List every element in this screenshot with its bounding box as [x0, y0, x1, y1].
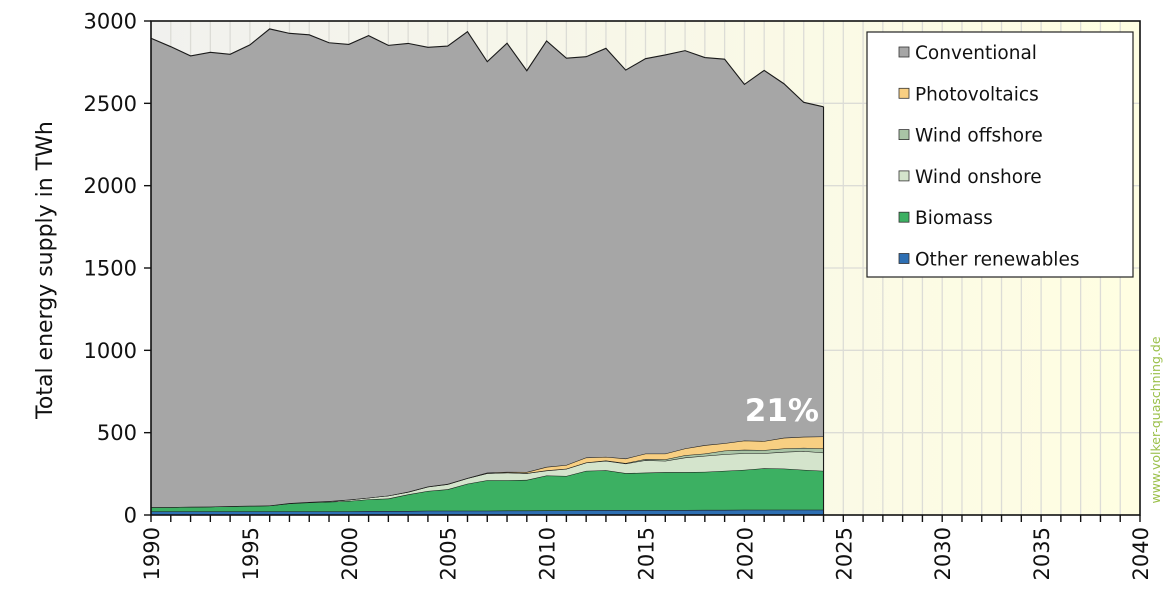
area-border — [150, 28, 824, 108]
x-tick-label: 2030 — [931, 527, 955, 580]
legend-label: Conventional — [915, 43, 1037, 64]
area-wind-onshore — [151, 451, 824, 508]
legend-swatch-wind-onshore — [898, 170, 910, 182]
y-tick-label: 2000 — [84, 174, 137, 198]
y-tick-label: 2500 — [84, 92, 137, 116]
legend: Conventional Photovoltaics Wind offshore Wi… — [866, 31, 1134, 278]
x-tick-label: 1995 — [239, 527, 263, 580]
y-tick-label: 1000 — [84, 339, 137, 363]
x-tick-label: 2010 — [536, 527, 560, 580]
x-tick-label: 2020 — [733, 527, 757, 580]
x-tick-label: 2015 — [635, 527, 659, 580]
x-tick-label: 2000 — [338, 527, 362, 580]
x-tick-label: 2035 — [1030, 527, 1054, 580]
x-tick-label: 2005 — [437, 527, 461, 580]
legend-label: Photovoltaics — [915, 84, 1039, 105]
y-tick-label: 0 — [124, 504, 137, 528]
y-axis-ticks: 0 500 1000 1500 2000 2500 3000 — [84, 10, 151, 528]
x-tick-label: 2040 — [1129, 527, 1153, 580]
legend-swatch-photovoltaics — [898, 87, 910, 99]
legend-swatch-other-renewables — [898, 253, 910, 264]
x-tick-label: 2025 — [832, 527, 856, 580]
y-tick-label: 1500 — [84, 257, 137, 281]
area-conventional — [151, 28, 824, 508]
legend-box — [866, 31, 1134, 278]
stacked-areas — [150, 28, 825, 515]
renewable-share-label: 21% — [745, 393, 819, 429]
legend-label: Wind offshore — [915, 126, 1043, 147]
legend-label: Other renewables — [915, 250, 1079, 271]
legend-swatch-biomass — [898, 211, 910, 223]
y-tick-label: 3000 — [84, 10, 137, 34]
legend-label: Biomass — [915, 208, 993, 229]
x-tick-label: 1990 — [140, 527, 164, 580]
legend-label: Wind onshore — [915, 167, 1042, 188]
watermark: www.volker-quaschning.de — [1148, 336, 1163, 503]
area-biomass — [151, 468, 824, 512]
area-other-renewables — [151, 509, 824, 515]
legend-swatch-wind-offshore — [898, 129, 910, 141]
x-axis-ticks: 1990 1995 2000 2005 2010 2015 2020 2025 2030 2035… — [140, 515, 1153, 580]
legend-swatch-conventional — [898, 46, 910, 58]
y-tick-label: 500 — [97, 421, 137, 445]
y-axis-title: Total energy supply in TWh — [33, 121, 58, 420]
